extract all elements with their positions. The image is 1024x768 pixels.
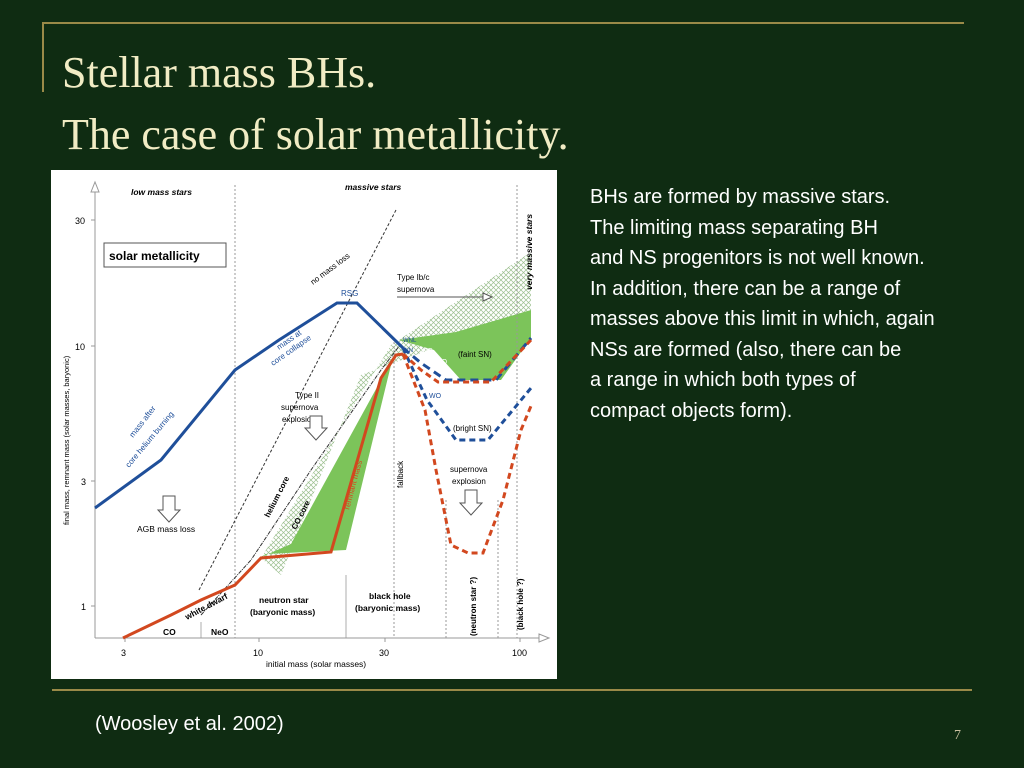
body-line: compact objects form). — [590, 399, 793, 422]
y-axis-arrow — [90, 180, 100, 193]
green-region-upper — [399, 310, 531, 380]
agb-down-arrow — [156, 495, 182, 523]
type-ii-line3: explosion — [282, 415, 316, 424]
label-wn: WN — [403, 348, 413, 354]
neutron-star-label-1: neutron star — [259, 595, 309, 605]
footer-divider-line — [52, 689, 972, 691]
y-tick-label: 30 — [75, 216, 85, 226]
label-rsg: RSG — [341, 289, 358, 298]
slide-body-text: BHs are formed by massive stars. The lim… — [590, 182, 935, 426]
x-tick-label: 100 — [512, 648, 527, 658]
body-line: masses above this limit in which, again — [590, 308, 935, 330]
supernova-down-arrow — [458, 489, 484, 516]
x-tick-label: 10 — [253, 648, 263, 658]
type-ibc-arrowhead — [482, 292, 494, 302]
neutron-star-q-label: (neutron star ?) — [469, 577, 478, 636]
agb-mass-loss-label: AGB mass loss — [137, 524, 195, 534]
body-line: The limiting mass separating BH — [590, 216, 878, 239]
neutron-star-label-2: (baryonic mass) — [250, 607, 315, 617]
region-label-very-massive: very massive stars — [524, 214, 534, 290]
label-wo-mid: WO — [429, 393, 442, 400]
title-accent-vertical-line — [42, 22, 44, 92]
body-line: In addition, there can be a range of — [590, 277, 901, 300]
supernova-explosion-line2: explosion — [452, 477, 486, 486]
neo-label: NeO — [211, 627, 229, 637]
type-ii-down-arrow — [303, 415, 329, 441]
x-tick-label: 3 — [121, 648, 126, 658]
blue-final-mass-curve — [94, 301, 405, 510]
citation: (Woosley et al. 2002) — [95, 713, 284, 735]
blue-dashed-bright-sn — [401, 347, 533, 442]
helium-core-line — [200, 344, 401, 616]
y-axis-label: final mass, remnant mass (solar masses, … — [62, 355, 71, 525]
slide-title: Stellar mass BHs. The case of solar meta… — [62, 42, 569, 166]
type-ibc-line1: Type Ib/c — [397, 273, 429, 282]
y-tick-label: 1 — [81, 602, 86, 612]
title-accent-horizontal-line — [42, 22, 964, 24]
type-ii-line2: supernova — [281, 403, 319, 412]
no-mass-loss-line — [198, 209, 397, 591]
x-tick-label: 30 — [379, 648, 389, 658]
label-wc: WC — [421, 348, 433, 355]
page-number: 7 — [954, 728, 961, 743]
body-line: NSs are formed (also, there can be — [590, 338, 902, 361]
region-label-massive: massive stars — [345, 182, 402, 192]
solar-metallicity-label: solar metallicity — [109, 249, 200, 263]
x-axis-label: initial mass (solar masses) — [266, 659, 366, 669]
solar-metallicity-box — [103, 242, 227, 268]
faint-sn-label: (faint SN) — [458, 350, 492, 359]
region-label-low-mass: low mass stars — [131, 187, 192, 197]
label-helium-core: helium core — [263, 474, 292, 519]
supernova-explosion-line1: supernova — [450, 465, 488, 474]
slide-title-line-2: The case of solar metallicity. — [62, 110, 569, 159]
black-hole-label-1: black hole — [369, 591, 411, 601]
stellar-remnant-diagram: 1 3 10 30 3 10 30 100 initial mass (sola… — [51, 170, 557, 679]
y-tick-label: 10 — [75, 342, 85, 352]
type-ii-line1: Type II — [295, 391, 319, 400]
co-label: CO — [163, 627, 176, 637]
body-line: and NS progenitors is not well known. — [590, 247, 925, 269]
orange-dashed-supernova — [401, 353, 533, 555]
fallback-label: fallback — [396, 460, 405, 488]
orange-dashed-fallback-upper — [402, 338, 533, 384]
black-hole-q-label: (black hole ?) — [516, 578, 525, 630]
orange-remnant-curve — [122, 352, 404, 640]
green-region-lower — [259, 342, 406, 558]
label-wnl: WNL — [403, 338, 417, 344]
black-hole-label-2: (baryonic mass) — [355, 603, 420, 613]
diagram-svg: 1 3 10 30 3 10 30 100 initial mass (sola… — [62, 180, 551, 669]
y-tick-label: 3 — [81, 477, 86, 487]
body-line: BHs are formed by massive stars. — [590, 186, 891, 208]
slide-title-line-1: Stellar mass BHs. — [62, 48, 377, 97]
label-wo-top: WO — [435, 359, 448, 366]
type-ibc-line2: supernova — [397, 285, 435, 294]
no-mass-loss-label: no mass loss — [309, 251, 352, 286]
body-line: a range in which both types of — [590, 369, 856, 391]
x-axis-arrow — [538, 633, 551, 643]
bright-sn-label: (bright SN) — [453, 424, 492, 433]
